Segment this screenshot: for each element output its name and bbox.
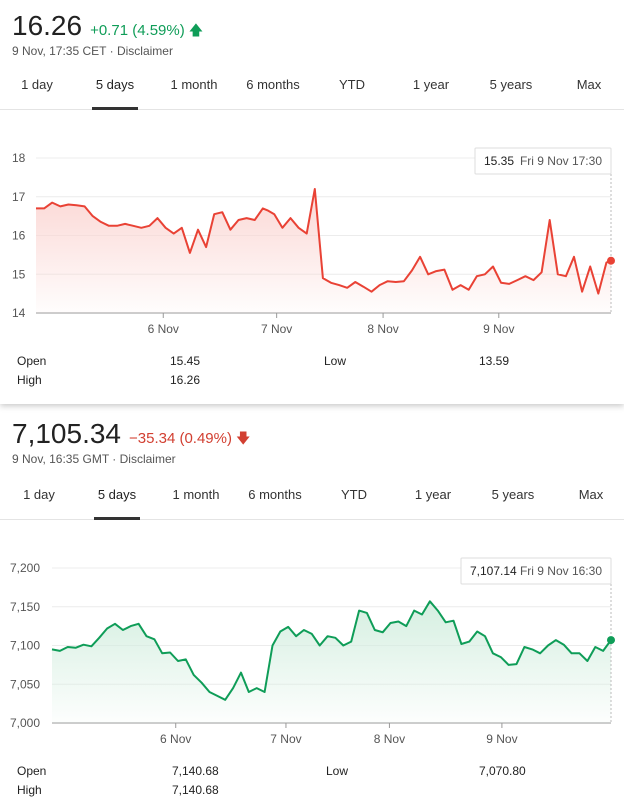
quote-header: 7,105.34 −35.34 (0.49%) 🡇 — [12, 418, 250, 452]
tab-5-days[interactable]: 5 days — [92, 70, 138, 110]
x-tick-label: 8 Nov — [367, 322, 398, 336]
tab-ytd[interactable]: YTD — [341, 487, 367, 502]
tab-1-month[interactable]: 1 month — [172, 487, 220, 502]
low-label: Low — [324, 354, 347, 368]
range-tabs: 1 day 5 days 1 month 6 months YTD 1 year… — [0, 480, 624, 520]
open-label: Open — [17, 764, 47, 778]
quote-subline: 9 Nov, 17:35 CET · Disclaimer — [12, 44, 173, 58]
hover-tooltip: 7,107.14 Fri 9 Nov 16:30 — [460, 557, 612, 585]
tab-6-months[interactable]: 6 months — [248, 487, 302, 502]
open-value: 7,140.68 — [172, 764, 219, 778]
open-label: Open — [17, 354, 47, 368]
tab-1-month[interactable]: 1 month — [170, 77, 218, 92]
y-tick-label: 14 — [12, 306, 26, 320]
x-tick-label: 9 Nov — [483, 322, 514, 336]
high-value: 7,140.68 — [172, 783, 219, 797]
hover-tooltip: 15.35 Fri 9 Nov 17:30 — [474, 147, 612, 175]
quote-timestamp: 9 Nov, 17:35 CET — [12, 44, 107, 58]
tab-6-months[interactable]: 6 months — [246, 77, 300, 92]
current-price: 16.26 — [12, 10, 83, 41]
current-point-marker — [607, 256, 615, 265]
tab-ytd[interactable]: YTD — [339, 77, 365, 92]
separator-dot: · — [109, 44, 114, 58]
price-chart[interactable]: 7,200 7,150 7,100 7,050 7,000 6 Nov 7 Nov 8 Nov… — [0, 520, 624, 750]
tab-1-day[interactable]: 1 day — [21, 77, 53, 92]
tab-1-day[interactable]: 1 day — [23, 487, 55, 502]
quote-timestamp: 9 Nov, 16:35 GMT — [12, 452, 109, 466]
quote-subline: 9 Nov, 16:35 GMT · Disclaimer — [12, 452, 176, 466]
tab-5-days[interactable]: 5 days — [94, 480, 140, 520]
disclaimer-link[interactable]: Disclaimer — [119, 452, 176, 466]
y-tick-label: 17 — [12, 190, 26, 204]
tooltip-value: 7,107.14 — [470, 564, 517, 578]
price-change-value: −35.34 (0.49%) — [129, 430, 232, 447]
low-label: Low — [326, 764, 349, 778]
stock-panel-2: 7,105.34 −35.34 (0.49%) 🡇 9 Nov, 16:35 GM… — [0, 404, 624, 803]
high-label: High — [17, 783, 42, 797]
tab-max[interactable]: Max — [576, 77, 602, 92]
tab-1-year[interactable]: 1 year — [414, 487, 452, 502]
arrow-down-icon: 🡇 — [236, 430, 251, 446]
x-tick-label: 7 Nov — [270, 732, 301, 746]
tooltip-date: Fri 9 Nov 16:30 — [520, 564, 602, 578]
tab-5-years[interactable]: 5 years — [491, 487, 535, 502]
y-tick-label: 7,150 — [10, 600, 40, 614]
low-value: 7,070.80 — [479, 764, 526, 778]
low-value: 13.59 — [479, 354, 510, 368]
price-series-line — [36, 188, 612, 295]
price-series-line — [51, 600, 612, 701]
tab-1-year[interactable]: 1 year — [412, 77, 450, 92]
stock-panel-1: 16.26 +0.71 (4.59%) 🡅 9 Nov, 17:35 CET · … — [0, 10, 624, 387]
y-tick-label: 7,100 — [10, 639, 40, 653]
current-price: 7,105.34 — [12, 418, 121, 449]
x-tick-label: 9 Nov — [486, 732, 517, 746]
current-point-marker — [607, 636, 615, 645]
y-tick-label: 16 — [12, 229, 26, 243]
price-change-value: +0.71 (4.59%) — [90, 22, 185, 39]
x-tick-label: 7 Nov — [261, 322, 292, 336]
price-area-fill — [52, 601, 611, 723]
range-tabs: 1 day 5 days 1 month 6 months YTD 1 year… — [0, 70, 624, 110]
x-tick-label: 6 Nov — [160, 732, 191, 746]
price-chart[interactable]: 18 17 16 15 14 6 Nov 7 Nov 8 Nov 9 Nov 15.35 Fri 9… — [0, 110, 624, 340]
open-value: 15.45 — [170, 354, 201, 368]
high-value: 16.26 — [170, 373, 201, 387]
quote-header: 16.26 +0.71 (4.59%) 🡅 — [12, 10, 203, 44]
price-change: −35.34 (0.49%) 🡇 — [129, 428, 250, 452]
y-tick-label: 18 — [12, 151, 26, 165]
tooltip-date: Fri 9 Nov 17:30 — [520, 154, 602, 168]
y-tick-label: 15 — [12, 267, 26, 281]
separator-dot: · — [112, 452, 117, 466]
y-tick-label: 7,000 — [10, 716, 40, 730]
tab-max[interactable]: Max — [578, 487, 604, 502]
x-tick-label: 6 Nov — [148, 322, 179, 336]
tab-5-years[interactable]: 5 years — [489, 77, 533, 92]
price-change: +0.71 (4.59%) 🡅 — [90, 20, 203, 44]
price-area-fill — [36, 189, 611, 313]
tooltip-value: 15.35 — [484, 154, 514, 168]
arrow-up-icon: 🡅 — [188, 22, 204, 38]
high-label: High — [17, 373, 42, 387]
x-tick-label: 8 Nov — [374, 732, 405, 746]
disclaimer-link[interactable]: Disclaimer — [116, 44, 173, 58]
y-tick-label: 7,050 — [10, 677, 40, 691]
y-tick-label: 7,200 — [10, 561, 40, 575]
